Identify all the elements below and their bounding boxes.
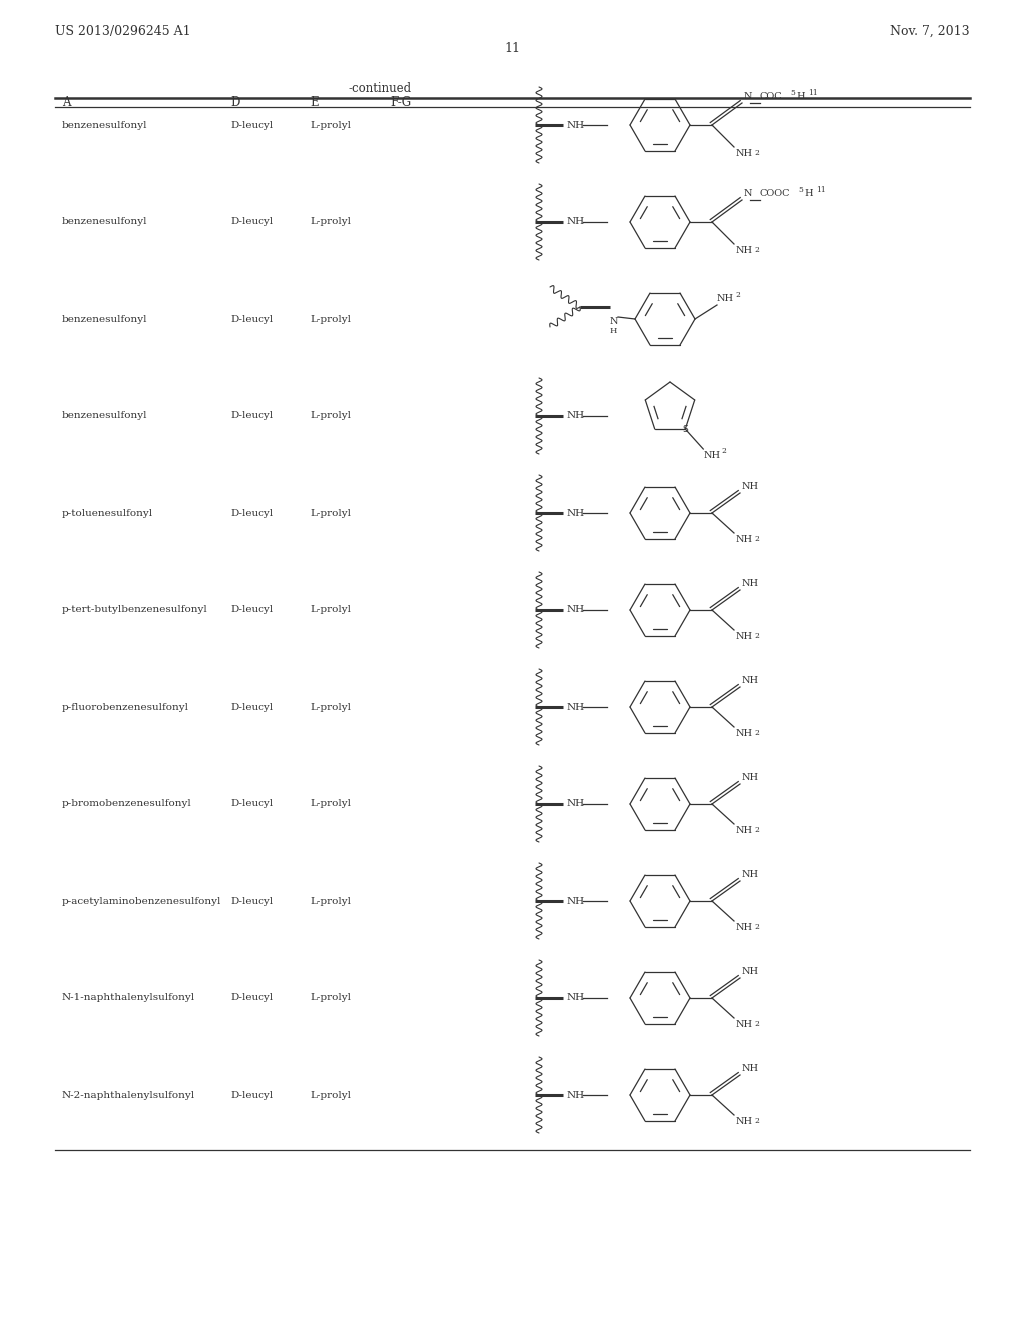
Text: NH: NH <box>567 606 585 615</box>
Text: COOC: COOC <box>760 189 791 198</box>
Text: benzenesulfonyl: benzenesulfonyl <box>62 412 147 421</box>
Text: NH: NH <box>736 826 753 836</box>
Text: 2: 2 <box>754 1117 759 1125</box>
Text: L-prolyl: L-prolyl <box>310 508 351 517</box>
Text: NH: NH <box>742 676 759 685</box>
Text: L-prolyl: L-prolyl <box>310 412 351 421</box>
Text: 2: 2 <box>754 246 759 253</box>
Text: NH: NH <box>717 294 734 304</box>
Text: S: S <box>682 425 688 433</box>
Text: D-leucyl: D-leucyl <box>230 896 273 906</box>
Text: H: H <box>804 189 813 198</box>
Text: NH: NH <box>567 218 585 227</box>
Text: 2: 2 <box>754 1020 759 1028</box>
Text: NH: NH <box>736 246 753 255</box>
Text: D-leucyl: D-leucyl <box>230 606 273 615</box>
Text: 11: 11 <box>816 186 825 194</box>
Text: NH: NH <box>567 120 585 129</box>
Text: D-leucyl: D-leucyl <box>230 218 273 227</box>
Text: L-prolyl: L-prolyl <box>310 896 351 906</box>
Text: benzenesulfonyl: benzenesulfonyl <box>62 314 147 323</box>
Text: 5: 5 <box>798 186 803 194</box>
Text: NH: NH <box>742 579 759 587</box>
Text: 2: 2 <box>735 290 740 300</box>
Text: D-leucyl: D-leucyl <box>230 508 273 517</box>
Text: benzenesulfonyl: benzenesulfonyl <box>62 120 147 129</box>
Text: N-2-naphthalenylsulfonyl: N-2-naphthalenylsulfonyl <box>62 1090 196 1100</box>
Text: NH: NH <box>567 508 585 517</box>
Text: L-prolyl: L-prolyl <box>310 218 351 227</box>
Text: 2: 2 <box>754 535 759 543</box>
Text: H: H <box>610 327 617 335</box>
Text: NH: NH <box>567 994 585 1002</box>
Text: p-tert-butylbenzenesulfonyl: p-tert-butylbenzenesulfonyl <box>62 606 208 615</box>
Text: 5: 5 <box>790 88 795 96</box>
Text: NH: NH <box>703 451 721 461</box>
Text: N-1-naphthalenylsulfonyl: N-1-naphthalenylsulfonyl <box>62 994 196 1002</box>
Text: NH: NH <box>567 702 585 711</box>
Text: NH: NH <box>567 896 585 906</box>
Text: E: E <box>310 96 318 110</box>
Text: L-prolyl: L-prolyl <box>310 314 351 323</box>
Text: NH: NH <box>736 149 753 158</box>
Text: NH: NH <box>736 729 753 738</box>
Text: NH: NH <box>736 1020 753 1030</box>
Text: p-toluenesulfonyl: p-toluenesulfonyl <box>62 508 154 517</box>
Text: L-prolyl: L-prolyl <box>310 800 351 808</box>
Text: p-acetylaminobenzenesulfonyl: p-acetylaminobenzenesulfonyl <box>62 896 221 906</box>
Text: 2: 2 <box>754 632 759 640</box>
Text: H: H <box>796 92 805 102</box>
Text: L-prolyl: L-prolyl <box>310 994 351 1002</box>
Text: NH: NH <box>742 774 759 781</box>
Text: L-prolyl: L-prolyl <box>310 1090 351 1100</box>
Text: NH: NH <box>742 1064 759 1073</box>
Text: NH: NH <box>567 1090 585 1100</box>
Text: 2: 2 <box>754 923 759 931</box>
Text: 11: 11 <box>504 42 520 55</box>
Text: p-bromobenzenesulfonyl: p-bromobenzenesulfonyl <box>62 800 191 808</box>
Text: Nov. 7, 2013: Nov. 7, 2013 <box>891 25 970 38</box>
Text: D-leucyl: D-leucyl <box>230 702 273 711</box>
Text: D-leucyl: D-leucyl <box>230 314 273 323</box>
Text: NH: NH <box>742 870 759 879</box>
Text: D-leucyl: D-leucyl <box>230 412 273 421</box>
Text: 2: 2 <box>754 729 759 737</box>
Text: A: A <box>62 96 71 110</box>
Text: N: N <box>744 92 753 102</box>
Text: -continued: -continued <box>348 82 412 95</box>
Text: N: N <box>744 189 753 198</box>
Text: p-fluorobenzenesulfonyl: p-fluorobenzenesulfonyl <box>62 702 189 711</box>
Text: NH: NH <box>742 968 759 975</box>
Text: D-leucyl: D-leucyl <box>230 800 273 808</box>
Text: L-prolyl: L-prolyl <box>310 702 351 711</box>
Text: COC: COC <box>760 92 782 102</box>
Text: benzenesulfonyl: benzenesulfonyl <box>62 218 147 227</box>
Text: D-leucyl: D-leucyl <box>230 120 273 129</box>
Text: NH: NH <box>742 482 759 491</box>
Text: D-leucyl: D-leucyl <box>230 994 273 1002</box>
Text: F-G: F-G <box>390 96 411 110</box>
Text: D-leucyl: D-leucyl <box>230 1090 273 1100</box>
Text: 2: 2 <box>754 149 759 157</box>
Text: NH: NH <box>567 412 585 421</box>
Text: NH: NH <box>736 923 753 932</box>
Text: NH: NH <box>567 800 585 808</box>
Text: L-prolyl: L-prolyl <box>310 606 351 615</box>
Text: 2: 2 <box>721 447 726 455</box>
Text: N: N <box>610 317 618 326</box>
Text: NH: NH <box>736 1117 753 1126</box>
Text: L-prolyl: L-prolyl <box>310 120 351 129</box>
Text: D: D <box>230 96 240 110</box>
Text: NH: NH <box>736 535 753 544</box>
Text: 11: 11 <box>808 88 818 96</box>
Text: NH: NH <box>736 632 753 642</box>
Text: 2: 2 <box>754 826 759 834</box>
Text: US 2013/0296245 A1: US 2013/0296245 A1 <box>55 25 190 38</box>
